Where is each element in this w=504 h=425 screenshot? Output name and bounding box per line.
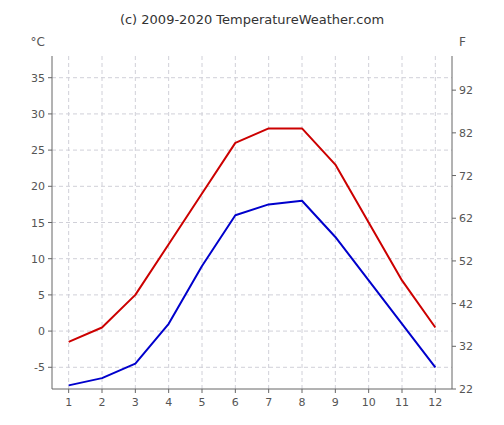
x-tick-label: 10 bbox=[362, 396, 376, 409]
grid-line-y bbox=[52, 258, 452, 259]
x-tick bbox=[335, 389, 336, 393]
y2-tick bbox=[452, 132, 456, 133]
y-tick-label: 30 bbox=[31, 108, 45, 121]
x-tick bbox=[268, 389, 269, 393]
grid-line-y bbox=[52, 222, 452, 223]
x-tick-label: 6 bbox=[232, 396, 239, 409]
grid-line-y bbox=[52, 113, 452, 114]
y2-tick bbox=[452, 218, 456, 219]
chart: 123456789101112-505101520253035223242526… bbox=[0, 0, 504, 425]
x-tick-label: 3 bbox=[132, 396, 139, 409]
x-tick-label: 5 bbox=[199, 396, 206, 409]
y-tick-label: -5 bbox=[34, 361, 45, 374]
grid-line-y bbox=[52, 77, 452, 78]
x-tick-label: 11 bbox=[395, 396, 409, 409]
y-tick bbox=[48, 150, 52, 151]
y-tick bbox=[48, 113, 52, 114]
y2-tick bbox=[452, 346, 456, 347]
x-tick bbox=[68, 389, 69, 393]
y2-axis-line bbox=[452, 56, 453, 389]
y2-tick bbox=[452, 303, 456, 304]
y2-tick-label: 62 bbox=[459, 212, 473, 225]
y-tick bbox=[48, 77, 52, 78]
x-tick-label: 1 bbox=[65, 396, 72, 409]
y-tick-label: 5 bbox=[38, 289, 45, 302]
y-tick bbox=[48, 222, 52, 223]
y2-tick-label: 22 bbox=[459, 383, 473, 396]
x-tick bbox=[368, 389, 369, 393]
series-line bbox=[69, 201, 436, 386]
y2-tick bbox=[452, 175, 456, 176]
grid-line-y bbox=[52, 331, 452, 332]
grid-line-y bbox=[52, 367, 452, 368]
chart-container: 123456789101112-505101520253035223242526… bbox=[0, 0, 504, 425]
x-axis-line bbox=[52, 389, 452, 390]
x-tick-label: 8 bbox=[299, 396, 306, 409]
y2-axis-label: F bbox=[459, 35, 466, 49]
y2-tick-label: 42 bbox=[459, 298, 473, 311]
plot-area bbox=[69, 128, 436, 385]
grid-line-x bbox=[135, 56, 136, 389]
x-tick bbox=[302, 389, 303, 393]
y-tick-label: 35 bbox=[31, 72, 45, 85]
x-tick-label: 4 bbox=[165, 396, 172, 409]
y-tick-label: 0 bbox=[38, 325, 45, 338]
y2-tick-label: 82 bbox=[459, 127, 473, 140]
y-axis-label: °C bbox=[31, 35, 45, 49]
y2-tick-label: 32 bbox=[459, 340, 473, 353]
y-tick-label: 25 bbox=[31, 144, 45, 157]
x-tick bbox=[235, 389, 236, 393]
y2-tick-label: 92 bbox=[459, 84, 473, 97]
y2-tick bbox=[452, 389, 456, 390]
y2-tick-label: 52 bbox=[459, 255, 473, 268]
x-tick bbox=[435, 389, 436, 393]
y-tick bbox=[48, 331, 52, 332]
chart-title: (c) 2009-2020 TemperatureWeather.com bbox=[120, 12, 384, 27]
y-tick-label: 20 bbox=[31, 180, 45, 193]
grid-line-y bbox=[52, 186, 452, 187]
x-tick bbox=[202, 389, 203, 393]
y-tick bbox=[48, 258, 52, 259]
y2-axis: 22 32 42 52 62 72 82 92 bbox=[452, 84, 473, 396]
x-tick-label: 12 bbox=[428, 396, 442, 409]
x-tick bbox=[168, 389, 169, 393]
grid-line-x bbox=[435, 56, 436, 389]
grid-line-x bbox=[302, 56, 303, 389]
y2-tick bbox=[452, 260, 456, 261]
x-tick-label: 2 bbox=[99, 396, 106, 409]
x-tick bbox=[102, 389, 103, 393]
grid-line-x bbox=[168, 56, 169, 389]
x-axis: 123456789101112 bbox=[65, 389, 442, 409]
x-tick-label: 9 bbox=[332, 396, 339, 409]
x-tick bbox=[402, 389, 403, 393]
grid bbox=[52, 56, 452, 389]
grid-line-y bbox=[52, 150, 452, 151]
series-line bbox=[69, 128, 436, 342]
grid-line-y bbox=[52, 294, 452, 295]
y2-tick-label: 72 bbox=[459, 170, 473, 183]
y-tick bbox=[48, 186, 52, 187]
y-tick-label: 10 bbox=[31, 253, 45, 266]
y-tick bbox=[48, 294, 52, 295]
y-axis: -5 0 5 10 15 20 25 30 35 bbox=[31, 72, 52, 375]
x-tick bbox=[135, 389, 136, 393]
y2-tick bbox=[452, 90, 456, 91]
x-tick-label: 7 bbox=[265, 396, 272, 409]
y-tick-label: 15 bbox=[31, 217, 45, 230]
y-tick bbox=[48, 367, 52, 368]
